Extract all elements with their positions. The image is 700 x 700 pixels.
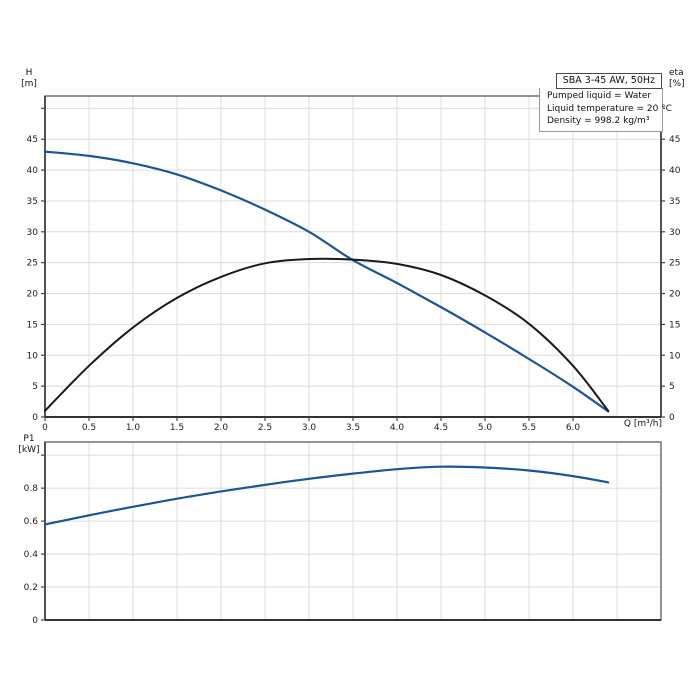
pump-model-text: SBA 3-45 AW, 50Hz	[562, 75, 655, 86]
flow-axis-label: Q [m³/h]	[623, 419, 662, 429]
y-tick-label: 0	[32, 616, 38, 626]
right-tick-label: 45	[669, 135, 680, 145]
power-chart: 0 0.2 0.4 0.6 0.8	[24, 441, 662, 626]
x-tick-label: 3.0	[302, 423, 317, 433]
right-tick-label: 15	[669, 320, 680, 330]
head-axis-label: H [m]	[21, 68, 37, 89]
pump-model-title: SBA 3-45 AW, 50Hz	[555, 73, 662, 89]
y-tick-label: 0.8	[24, 484, 39, 494]
right-tick-label: 20	[669, 290, 681, 300]
y-tick-label: 40	[27, 166, 39, 176]
y-tick-label: 5	[32, 382, 38, 392]
x-tick-label: 1.5	[170, 423, 184, 433]
y-tick-label: 25	[27, 259, 38, 269]
right-tick-label: 30	[669, 228, 681, 238]
y-tick-label: 0.6	[24, 517, 39, 527]
x-tick-label: 4.5	[434, 423, 448, 433]
efficiency-axis-label: eta [%]	[669, 68, 685, 89]
power-axis-label: P1 [kW]	[18, 434, 40, 455]
y-tick-label: 10	[27, 351, 39, 361]
y-tick-label: 0.4	[24, 550, 39, 560]
p1-curve	[43, 465, 610, 526]
x-tick-label: 6.0	[566, 423, 581, 433]
eta-curve	[44, 257, 610, 412]
x-tick-label: 0.5	[82, 423, 96, 433]
right-tick-label: 40	[669, 166, 681, 176]
h-curve	[43, 150, 610, 413]
right-tick-label: 35	[669, 197, 680, 207]
y-tick-label: 15	[27, 320, 38, 330]
x-tick-label: 2.0	[214, 423, 229, 433]
y-tick-label: 35	[27, 197, 38, 207]
y-tick-label: 20	[27, 290, 39, 300]
right-tick-label: 5	[669, 382, 675, 392]
x-tick-label: 5.0	[478, 423, 493, 433]
info-line-pumped-liquid: Pumped liquid = Water	[547, 91, 652, 101]
right-tick-label: 10	[669, 351, 681, 361]
info-line-temperature: Liquid temperature = 20 °C	[547, 103, 672, 114]
y-tick-label: 30	[27, 228, 39, 238]
x-tick-label: 0	[42, 423, 48, 433]
y-tick-label: 45	[27, 135, 38, 145]
y-tick-label: 0	[32, 413, 38, 423]
x-tick-label: 4.0	[390, 423, 405, 433]
liquid-info-box: Pumped liquid = Water Liquid temperature…	[539, 88, 672, 132]
right-tick-label: 0	[669, 413, 675, 423]
y-tick-label: 0.2	[24, 583, 38, 593]
x-tick-label: 3.5	[346, 423, 360, 433]
info-line-density: Density = 998.2 kg/m³	[547, 116, 650, 126]
x-tick-label: 5.5	[522, 423, 536, 433]
right-tick-label: 25	[669, 259, 680, 269]
x-tick-label: 1.0	[126, 423, 141, 433]
x-tick-label: 2.5	[258, 423, 272, 433]
